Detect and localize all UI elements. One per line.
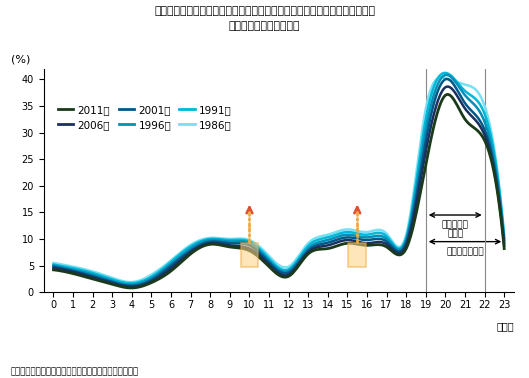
Text: タイム: タイム — [447, 229, 463, 239]
Text: 時間帯ごとの割合の推移: 時間帯ごとの割合の推移 — [229, 21, 300, 31]
Text: ゴールデン: ゴールデン — [442, 220, 469, 229]
Legend: 2011年, 2006年, 2001年, 1996年, 1991年, 1986年: 2011年, 2006年, 2001年, 1996年, 1991年, 1986年 — [53, 101, 236, 134]
Bar — [349, 243, 366, 266]
Text: 図表２：平日にテレビ・ラジオを視聴、または新聞・雑誌を読んでいた人の: 図表２：平日にテレビ・ラジオを視聴、または新聞・雑誌を読んでいた人の — [154, 6, 375, 15]
Bar — [241, 243, 258, 266]
Text: （時）: （時） — [496, 321, 514, 332]
Text: プライムタイム: プライムタイム — [446, 247, 484, 256]
Text: （出所）総務省「社会生活基本調査」より大和総研作成: （出所）総務省「社会生活基本調査」より大和総研作成 — [11, 367, 139, 376]
Text: (%): (%) — [11, 54, 30, 64]
